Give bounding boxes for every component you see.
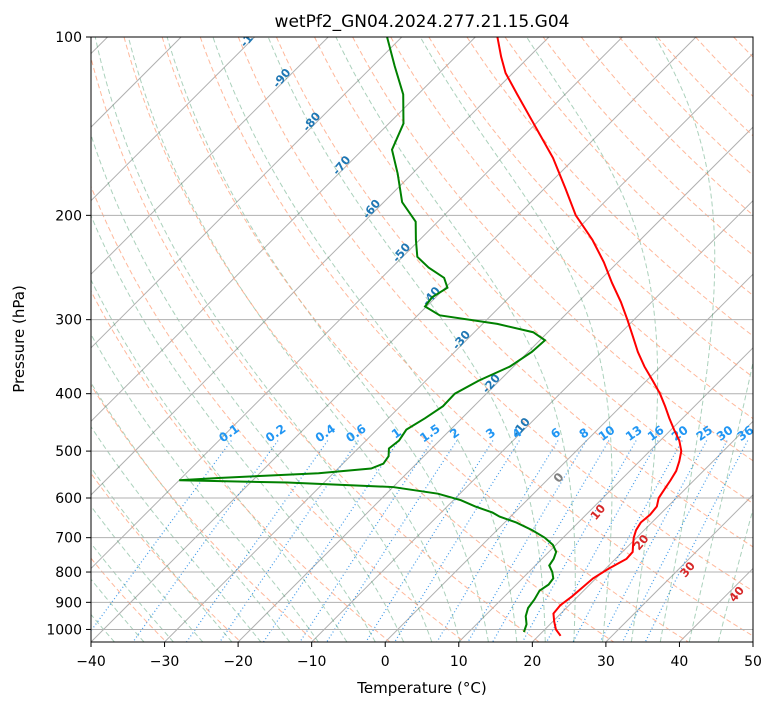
- y-tick-label: 200: [55, 208, 82, 224]
- moist-adiabat: [526, 37, 659, 642]
- dry-adiabat: [237, 37, 753, 592]
- y-axis: 100 200 300 400 500 600 700 800 900 1000: [46, 30, 91, 638]
- moist-adiabat: [654, 37, 716, 642]
- chart-title: wetPf2_GN04.2024.277.21.15.G04: [275, 12, 570, 32]
- dry-adiabat: [428, 37, 753, 378]
- dry-adiabat: [91, 384, 316, 642]
- isotherm: [164, 52, 753, 642]
- dry-adiabats: [91, 37, 753, 642]
- y-tick-label: 500: [55, 444, 82, 460]
- isotherm: [91, 37, 550, 496]
- moist-adiabat: [91, 133, 405, 642]
- x-tick-label: 50: [744, 654, 762, 670]
- y-tick-label: 600: [55, 491, 82, 507]
- mixing-ratio-line: [219, 440, 359, 642]
- y-axis-title: Pressure (hPa): [10, 285, 28, 393]
- dry-adiabat: [542, 37, 753, 256]
- mixing-ratio-line: [132, 440, 279, 642]
- profile-line: [179, 37, 558, 633]
- isotherm: [311, 199, 753, 642]
- y-tick-label: 1000: [46, 622, 82, 638]
- y-tick-label: 700: [55, 531, 82, 547]
- profile-line: [496, 37, 683, 637]
- profile-series: [179, 37, 683, 637]
- dry-adiabat: [504, 37, 753, 296]
- mixing-ratio-line: [492, 440, 610, 642]
- x-axis: −40 −30 −20 −10 0 10 20 30 40 50: [76, 642, 762, 670]
- dry-adiabat: [91, 185, 465, 642]
- dry-adiabat: [161, 37, 689, 642]
- isotherm: [91, 37, 476, 423]
- x-axis-title: Temperature (°C): [356, 679, 486, 697]
- y-tick-label: 300: [55, 313, 82, 329]
- dry-adiabat: [91, 55, 540, 642]
- isotherm: [237, 126, 753, 642]
- isotherm: [91, 37, 329, 275]
- moist-adiabat: [335, 37, 576, 642]
- mixing-ratio-line: [622, 440, 728, 642]
- dry-adiabat: [314, 37, 753, 505]
- x-tick-label: 20: [523, 654, 541, 670]
- y-tick-label: 400: [55, 387, 82, 403]
- dry-adiabat: [91, 290, 391, 642]
- mixing-ratio-line: [365, 440, 494, 642]
- moist-adiabat: [688, 360, 753, 642]
- isotherm: [384, 273, 753, 642]
- dry-adiabat: [91, 472, 242, 642]
- moist-adiabat: [94, 37, 433, 642]
- isotherm: [458, 347, 753, 642]
- x-tick-label: −30: [150, 654, 180, 670]
- isotherm: [91, 37, 256, 202]
- x-tick-label: 40: [671, 654, 689, 670]
- mixing-ratio-lines: [91, 440, 749, 642]
- x-tick-label: −40: [76, 654, 106, 670]
- mixing-ratio-line: [326, 440, 458, 642]
- dry-adiabat: [618, 37, 753, 176]
- x-tick-label: 30: [597, 654, 615, 670]
- x-tick-label: −20: [223, 654, 253, 670]
- mixing-ratio-line: [521, 440, 637, 642]
- mixing-ratio-line: [467, 440, 587, 642]
- isotherm: [91, 37, 697, 642]
- moist-adiabat: [267, 37, 546, 642]
- mixing-ratio-line: [546, 440, 659, 642]
- mixing-ratio-line: [186, 440, 329, 642]
- y-tick-label: 900: [55, 595, 82, 611]
- y-tick-label: 100: [55, 30, 82, 46]
- mixing-ratio-label: 36: [735, 423, 757, 444]
- moist-adiabat: [212, 37, 518, 642]
- isotherm: [605, 494, 753, 642]
- x-tick-label: 10: [450, 654, 468, 670]
- moist-adiabat: [91, 278, 348, 642]
- moist-adiabat: [91, 333, 319, 642]
- moist-adiabat: [166, 37, 489, 642]
- dry-adiabat: [199, 37, 753, 637]
- x-tick-label: −10: [297, 654, 327, 670]
- plot-frame: [90, 36, 754, 643]
- isotherm: [91, 37, 623, 570]
- mixing-ratio-line: [436, 440, 559, 642]
- dry-adiabat: [123, 37, 614, 642]
- dry-adiabat: [390, 37, 753, 420]
- x-tick-label: 0: [381, 654, 390, 670]
- y-tick-label: 800: [55, 565, 82, 581]
- isotherm: [91, 37, 403, 349]
- dry-adiabat: [275, 37, 753, 548]
- pressure-grid: [91, 37, 753, 630]
